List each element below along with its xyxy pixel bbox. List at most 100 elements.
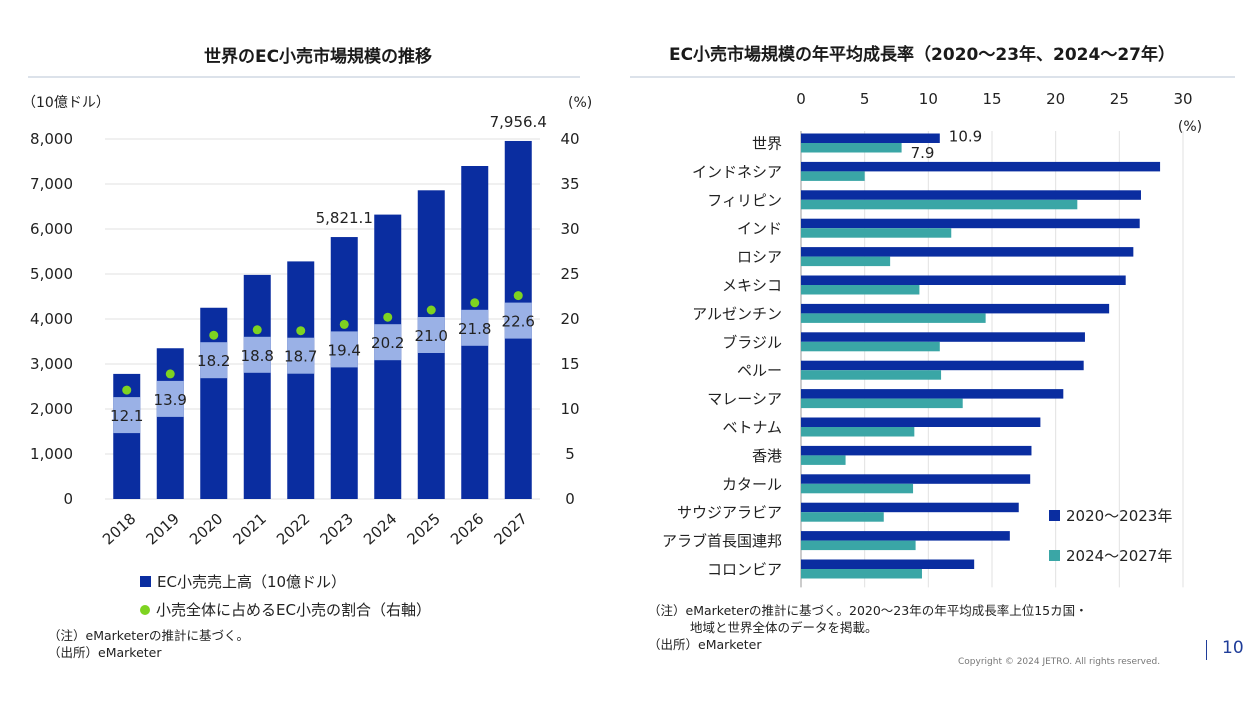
left-y-ticks: 0 1,000 2,000 3,000 4,000 5,000 6,000 7,000 8,00…: [30, 130, 73, 508]
share-label-band: [504, 302, 532, 339]
share-label-2027: 22.6: [502, 313, 535, 331]
category-label: 香港: [752, 447, 782, 465]
left-y2-tick: 40: [560, 130, 579, 148]
bar-2024-2027-4: [801, 256, 891, 267]
x-tick-2021: 2021: [230, 510, 270, 549]
left-y-tick: 3,000: [30, 355, 73, 373]
right-x-tick: 10: [919, 90, 938, 108]
right-x-unit: (%): [1178, 119, 1202, 135]
bar-2023: [330, 237, 358, 499]
copyright: Copyright © 2024 JETRO. All rights reser…: [958, 657, 1161, 667]
category-label: コロンビア: [707, 561, 782, 579]
left-axis-unit: （10億ドル）: [22, 95, 110, 111]
legend-label-sales: EC小売売上高（10億ドル）: [157, 573, 347, 591]
bar-2020-2023-4: [801, 247, 1134, 257]
bar-2021: [243, 274, 271, 499]
left-bars: 5,821.1 7,956.4: [113, 113, 547, 500]
bar-2018: [113, 373, 141, 499]
x-tick-2020: 2020: [186, 510, 226, 549]
share-label-2024: 20.2: [371, 334, 404, 352]
bar-2024-2027-2: [801, 199, 1078, 210]
bar-2020-2023-9: [801, 389, 1064, 399]
bar-value-label: 10.9: [949, 128, 982, 146]
bar-2024-2027-1: [801, 171, 865, 181]
legend-label-2020-2023: 2020～2023年: [1066, 507, 1173, 525]
share-label-2020: 18.2: [197, 352, 230, 370]
category-label: サウジアラビア: [677, 504, 782, 522]
x-tick-2018: 2018: [99, 510, 139, 549]
share-label-2022: 18.7: [284, 348, 317, 366]
bar-2020-2023-13: [801, 502, 1019, 513]
left-source-text: （出所）eMarketer: [48, 645, 162, 660]
legend-item-sales: EC小売売上高（10億ドル）: [140, 571, 346, 592]
left-y2-tick: 0: [565, 490, 575, 508]
left-y-tick: 0: [63, 490, 73, 508]
bar-2024-2027-5: [801, 285, 920, 295]
share-dot-2022: [296, 326, 306, 336]
left-y2-tick: 10: [560, 400, 579, 418]
right-note-line2: 地域と世界全体のデータを掲載。: [690, 620, 878, 635]
share-label-band: [461, 309, 489, 346]
left-chart-title: 世界のEC小売市場規模の推移: [204, 46, 432, 67]
left-y2-tick: 20: [560, 310, 579, 328]
category-label: ペルー: [737, 362, 782, 380]
bar-2024-2027-9: [801, 398, 963, 409]
bar-2024-2027-7: [801, 341, 940, 352]
left-y-tick: 8,000: [30, 130, 73, 148]
share-label-band: [243, 336, 271, 373]
bar-2024-2027-6: [801, 313, 986, 323]
legend-swatch-sales: [140, 576, 151, 587]
share-label-2026: 21.8: [458, 320, 491, 338]
bar-2020-2023-2: [801, 190, 1141, 200]
left-y-tick: 1,000: [30, 445, 73, 463]
share-label-2023: 19.4: [328, 341, 361, 359]
category-label: アルゼンチン: [692, 305, 782, 323]
share-dot-2020: [209, 330, 219, 340]
category-label: ベトナム: [722, 419, 782, 437]
left-dots: 12.1 13.9 18.2 18.8 18.7 19.4 20.2 21.0 21.8 22.6: [110, 291, 535, 425]
share-dot-2023: [339, 319, 349, 329]
right-chart: EC小売市場規模の年平均成長率（2020～23年、2024～27年） 0 5 10 1…: [630, 44, 1235, 588]
left-chart: 世界のEC小売市場規模の推移 （10億ドル） (%) 0 1,000 2,000 3,…: [22, 46, 592, 549]
left-y2-tick: 25: [560, 265, 579, 283]
right-categories: 世界インドネシアフィリピンインドロシアメキシコアルゼンチンブラジルペルーマレーシ…: [662, 135, 782, 579]
x-tick-2024: 2024: [360, 510, 400, 549]
left-y-tick: 2,000: [30, 400, 73, 418]
legend-dot-share: [140, 604, 150, 615]
legend-label-2024-2027: 2024～2027年: [1066, 547, 1173, 565]
bar-2024-2027-3: [801, 228, 952, 238]
bar-2024-2027-10: [801, 427, 915, 437]
bar-value-label: 7,956.4: [490, 113, 547, 131]
x-tick-2023: 2023: [317, 510, 357, 549]
right-bars: 10.9 7.9: [801, 128, 1161, 579]
bar-2020-2023-8: [801, 360, 1084, 371]
x-tick-2022: 2022: [273, 510, 313, 549]
category-label: アラブ首長国連邦: [662, 532, 782, 550]
bar-2020-2023-14: [801, 531, 1010, 541]
bar-2024-2027-13: [801, 512, 884, 522]
legend-swatch-2020-2023: [1049, 510, 1060, 521]
right-x-tick: 20: [1046, 90, 1065, 108]
page-number: 10: [1222, 638, 1244, 658]
category-label: メキシコ: [722, 277, 782, 295]
left-y-tick: 4,000: [30, 310, 73, 328]
share-dot-2021: [252, 325, 262, 335]
bar-2020-2023-10: [801, 417, 1041, 427]
right-note-line1: （注）eMarketerの推計に基づく。2020～23年の年平均成長率上位15カ…: [648, 603, 1088, 618]
bar-2024-2027-8: [801, 370, 942, 380]
share-dot-2027: [513, 291, 523, 301]
right-x-tick: 30: [1173, 90, 1192, 108]
bar-2024-2027-12: [801, 483, 914, 494]
left-y2-tick: 15: [560, 355, 579, 373]
legend-label-share: 小売全体に占めるEC小売の割合（右軸）: [156, 601, 431, 619]
bar-2020-2023-7: [801, 332, 1085, 342]
bar-2020-2023-11: [801, 445, 1032, 456]
legend-item-2024-2027: 2024～2027年: [1049, 545, 1172, 566]
right-source-text: （出所）eMarketer: [648, 637, 762, 652]
share-dot-2026: [470, 298, 480, 308]
category-label: ロシア: [737, 248, 782, 266]
right-x-tick: 15: [982, 90, 1001, 108]
right-x-tick: 0: [796, 90, 806, 108]
right-chart-title: EC小売市場規模の年平均成長率（2020～23年、2024～27年）: [669, 44, 1175, 65]
bar-2022: [287, 261, 315, 499]
